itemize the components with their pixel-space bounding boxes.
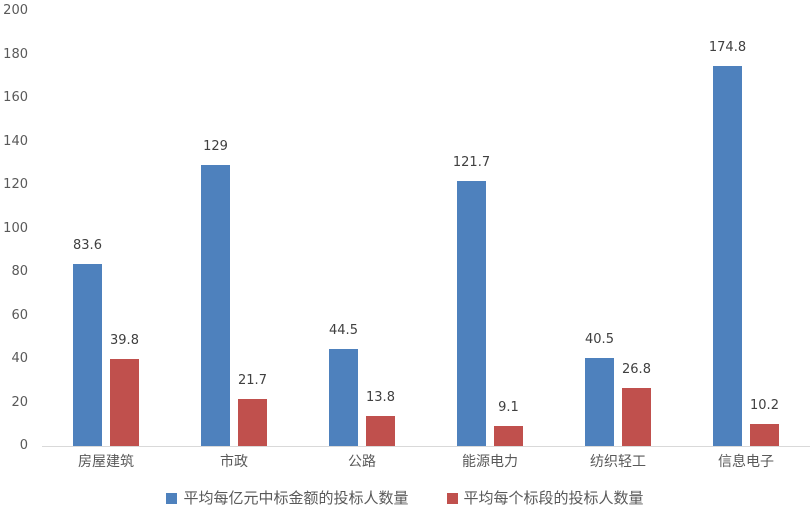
bar-value-label: 44.5 — [329, 323, 358, 339]
y-tick-label: 200 — [3, 3, 28, 18]
bar-value-label: 21.7 — [238, 372, 267, 388]
category-label: 房屋建筑 — [78, 454, 134, 470]
legend: 平均每亿元中标金额的投标人数量 平均每个标段的投标人数量 — [0, 489, 810, 507]
blue-series-bar — [329, 349, 358, 446]
red-series-bar — [750, 423, 779, 446]
blue-series-bar — [457, 181, 486, 446]
bar-value-label: 174.8 — [708, 39, 747, 55]
y-tick-label: 80 — [11, 264, 28, 279]
x-axis-line — [42, 446, 810, 447]
blue-series-bar — [201, 165, 230, 446]
blue-series-bar — [73, 264, 102, 446]
y-tick-label: 40 — [11, 351, 28, 366]
y-tick-label: 0 — [19, 438, 28, 453]
blue-series-bar — [585, 357, 614, 446]
y-tick-label: 160 — [3, 90, 28, 105]
legend-swatch-icon — [446, 492, 458, 504]
category-label: 信息电子 — [718, 454, 774, 470]
bar-value-label: 13.8 — [366, 389, 395, 405]
y-tick-label: 120 — [3, 177, 28, 192]
category-label: 纺织轻工 — [590, 454, 646, 470]
red-series-bar — [110, 359, 139, 446]
red-series-bar — [622, 387, 651, 446]
bar-value-label: 121.7 — [452, 155, 491, 171]
legend-label: 平均每个标段的投标人数量 — [463, 489, 644, 507]
legend-item: 平均每亿元中标金额的投标人数量 — [166, 489, 409, 507]
y-tick-label: 180 — [3, 46, 28, 62]
bar-value-label: 83.6 — [73, 238, 102, 254]
red-series-bar — [238, 398, 267, 446]
bar-value-label: 39.8 — [110, 333, 139, 349]
bar-value-label: 40.5 — [585, 331, 614, 347]
legend-item: 平均每个标段的投标人数量 — [446, 489, 644, 507]
bar-value-label: 129 — [203, 139, 228, 155]
legend-label: 平均每亿元中标金额的投标人数量 — [183, 489, 409, 507]
red-series-bar — [494, 426, 523, 446]
category-label: 市政 — [220, 454, 248, 470]
bar-value-label: 9.1 — [498, 400, 519, 416]
y-tick-label: 100 — [3, 220, 28, 236]
y-tick-label: 140 — [3, 133, 28, 149]
legend-swatch-icon — [166, 492, 178, 504]
category-label: 能源电力 — [462, 454, 518, 470]
blue-series-bar — [713, 65, 742, 446]
bar-value-label: 10.2 — [750, 397, 779, 413]
bar-value-label: 26.8 — [622, 361, 651, 377]
category-label: 公路 — [348, 454, 376, 470]
red-series-bar — [366, 415, 395, 446]
y-tick-label: 60 — [11, 307, 28, 323]
y-tick-label: 20 — [11, 394, 28, 410]
